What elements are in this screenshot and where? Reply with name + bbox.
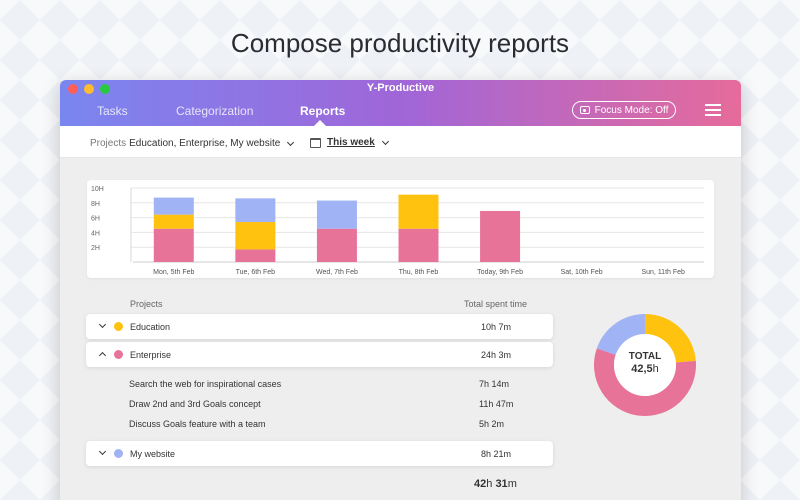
project-row-education[interactable]: Education 10h 7m — [86, 314, 553, 339]
donut-slice-my-website — [596, 314, 645, 355]
education-color-dot — [114, 322, 123, 331]
filter-bar: Projects Education, Enterprise, My websi… — [60, 126, 741, 158]
project-row-my-website[interactable]: My website 8h 21m — [86, 441, 553, 466]
projects-filter-label: Projects — [90, 138, 127, 149]
task-time: 7h 14m — [479, 379, 510, 389]
bar-education — [235, 222, 276, 250]
grand-total-time: 42h 31m — [474, 478, 517, 490]
projects-filter-dropdown[interactable]: Projects Education, Enterprise, My websi… — [90, 138, 295, 149]
bar-my-website — [316, 200, 357, 229]
main-tabs: Tasks Categorization Reports — [60, 104, 741, 126]
column-header-time: Total spent time — [464, 299, 528, 309]
project-time: 8h 21m — [481, 449, 512, 459]
bar-chart-svg: 2H 4H 6H 8H 10H Mon, 5th Feb Tue, 6th Feb Wed, … — [91, 186, 704, 276]
tab-categorization[interactable]: Categorization — [176, 104, 254, 118]
task-name: Draw 2nd and 3rd Goals concept — [129, 399, 261, 409]
chevron-down-icon — [381, 137, 389, 145]
project-name: Education — [130, 322, 171, 332]
y-tick-label: 2H — [91, 245, 100, 252]
period-filter-value: This week — [327, 137, 375, 148]
x-tick-label: Sat, 10th Feb — [561, 269, 603, 276]
focus-mode-button[interactable]: Focus Mode: Off — [572, 101, 676, 119]
task-name: Search the web for inspirational cases — [129, 379, 282, 389]
total-minutes-unit: m — [507, 478, 517, 490]
bar-my-website — [235, 198, 276, 223]
app-header: Y-Productive Tasks Categorization Report… — [60, 80, 741, 126]
y-tick-label: 4H — [91, 230, 100, 237]
total-hours: 42 — [474, 478, 487, 490]
window-controls — [68, 84, 110, 94]
bar-enterprise — [398, 228, 439, 262]
task-time: 11h 47m — [479, 399, 514, 409]
focus-camera-icon — [579, 106, 590, 114]
y-tick-label: 6H — [91, 216, 100, 223]
project-share-donut-chart — [594, 314, 696, 416]
tab-tasks[interactable]: Tasks — [97, 104, 128, 118]
project-time: 10h 7m — [481, 322, 512, 332]
time-bar-chart: 2H 4H 6H 8H 10H Mon, 5th Feb Tue, 6th Feb Wed, … — [87, 180, 714, 278]
y-tick-label: 10H — [91, 186, 104, 193]
project-row-enterprise[interactable]: Enterprise 24h 3m — [86, 342, 553, 367]
bar-my-website — [153, 197, 194, 215]
donut-title: TOTAL — [628, 351, 662, 362]
donut-total-unit: h — [652, 363, 659, 375]
enterprise-color-dot — [114, 350, 123, 359]
page-headline: Compose productivity reports — [230, 28, 570, 58]
x-tick-label: Tue, 6th Feb — [236, 269, 276, 276]
donut-total-value: 42,5 — [631, 363, 653, 375]
x-tick-label: Thu, 8th Feb — [399, 269, 439, 276]
y-tick-label: 8H — [91, 201, 100, 208]
close-window-button[interactable] — [68, 84, 78, 94]
x-tick-label: Mon, 5th Feb — [153, 269, 194, 276]
donut-slice-education — [645, 314, 696, 363]
x-tick-label: Today, 9th Feb — [477, 269, 523, 276]
chevron-down-icon[interactable] — [98, 320, 107, 329]
task-name: Discuss Goals feature with a team — [129, 419, 266, 429]
bar-education — [153, 214, 194, 229]
donut-hole — [614, 334, 676, 396]
project-name: Enterprise — [130, 350, 172, 360]
donut-slice-enterprise — [594, 348, 696, 416]
bar-education — [398, 194, 439, 229]
active-tab-indicator — [314, 120, 326, 126]
calendar-icon — [310, 137, 321, 148]
total-hours-unit: h — [486, 478, 493, 490]
zoom-window-button[interactable] — [100, 84, 110, 94]
project-time: 24h 3m — [481, 350, 512, 360]
bar-enterprise — [235, 249, 276, 262]
minimize-window-button[interactable] — [84, 84, 94, 94]
app-window: Y-Productive Tasks Categorization Report… — [60, 80, 741, 500]
focus-mode-label: Focus Mode: Off — [594, 104, 669, 116]
window-title: Y-Productive — [366, 82, 435, 94]
tab-reports[interactable]: Reports — [300, 104, 346, 118]
task-time: 5h 2m — [479, 419, 505, 429]
chevron-up-icon[interactable] — [98, 351, 107, 360]
project-name: My website — [130, 449, 176, 459]
chevron-down-icon[interactable] — [98, 447, 107, 456]
hamburger-menu-icon[interactable] — [705, 104, 721, 116]
chevron-down-icon — [287, 138, 295, 146]
x-tick-label: Sun, 11th Feb — [641, 269, 685, 276]
my-website-color-dot — [114, 449, 123, 458]
donut-center-label: TOTAL 42,5h — [613, 351, 677, 375]
bar-enterprise — [480, 210, 521, 262]
x-tick-label: Wed, 7th Feb — [316, 269, 358, 276]
period-filter-dropdown[interactable]: This week — [310, 137, 389, 148]
total-minutes: 31 — [495, 478, 508, 490]
projects-filter-value: Education, Enterprise, My website — [129, 138, 281, 149]
bar-enterprise — [316, 228, 357, 262]
column-header-projects: Projects — [130, 299, 163, 309]
bar-enterprise — [153, 228, 194, 262]
